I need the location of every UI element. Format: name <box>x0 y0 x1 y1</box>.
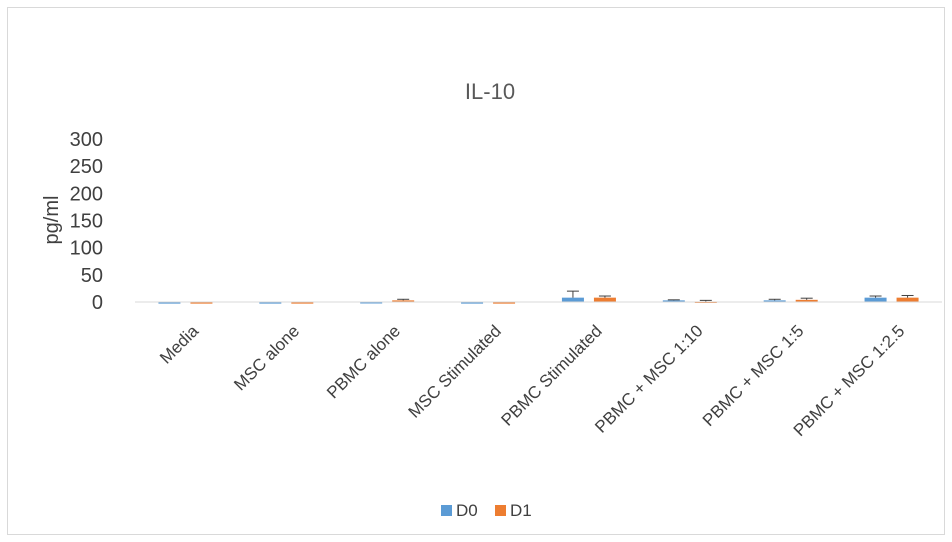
legend: D0 D1 <box>441 501 532 520</box>
y-axis-ticks: 0 50 100 150 200 250 300 <box>70 129 103 314</box>
bar-d0 <box>763 300 786 302</box>
error-bars <box>397 290 914 302</box>
y-tick-label: 50 <box>81 265 103 287</box>
category-label: PBMC + MSC 1:5 <box>699 321 808 430</box>
category-label: PBMC + MSC 1:10 <box>591 321 706 436</box>
y-tick-label: 200 <box>70 183 103 205</box>
legend-label-d0: D0 <box>456 501 478 520</box>
category-label: MSC Stimulated <box>405 321 505 421</box>
chart-frame <box>7 7 945 535</box>
y-tick-label: 300 <box>70 129 103 151</box>
y-tick-label: 250 <box>70 156 103 178</box>
bar-d0 <box>561 297 584 302</box>
y-tick-label: 150 <box>70 211 103 233</box>
y-tick-label: 100 <box>70 238 103 260</box>
bar-d1 <box>392 300 415 302</box>
y-axis-label: pg/ml <box>41 196 63 245</box>
bar-d0 <box>259 302 282 304</box>
bar-d0 <box>360 302 383 304</box>
bar-d1 <box>190 302 213 304</box>
bar-d0 <box>158 302 181 304</box>
bar-d0 <box>461 302 484 304</box>
bar-d1 <box>896 297 919 302</box>
bar-d1 <box>795 299 818 302</box>
category-label: Media <box>156 321 203 368</box>
category-labels: Media MSC alone PBMC alone MSC StimulatedPB… <box>156 321 908 440</box>
legend-label-d1: D1 <box>510 501 532 520</box>
bar-d0 <box>864 297 887 302</box>
bar-d0 <box>662 300 685 302</box>
chart-title: IL-10 <box>465 79 515 104</box>
y-tick-label: 0 <box>92 292 103 314</box>
category-label: PBMC alone <box>323 321 404 402</box>
bar-d1 <box>493 302 516 304</box>
legend-swatch-d0 <box>441 505 452 516</box>
category-label: MSC alone <box>230 321 303 394</box>
legend-swatch-d1 <box>495 505 506 516</box>
category-label: PBMC + MSC 1:2.5 <box>790 321 909 440</box>
bar-d1 <box>593 297 616 302</box>
category-label: PBMC Stimulated <box>497 321 605 429</box>
bar-d1 <box>291 302 314 304</box>
